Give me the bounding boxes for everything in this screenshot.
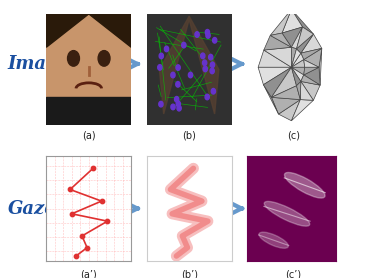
Polygon shape bbox=[301, 75, 320, 85]
Circle shape bbox=[164, 46, 169, 52]
Polygon shape bbox=[291, 47, 296, 67]
Polygon shape bbox=[291, 67, 304, 81]
Polygon shape bbox=[271, 67, 296, 97]
Ellipse shape bbox=[284, 172, 325, 198]
Circle shape bbox=[177, 105, 181, 111]
Polygon shape bbox=[296, 27, 313, 49]
Text: (b’): (b’) bbox=[181, 270, 198, 278]
Polygon shape bbox=[301, 48, 322, 59]
FancyArrowPatch shape bbox=[127, 203, 138, 214]
Circle shape bbox=[68, 51, 80, 66]
Point bbox=[98, 199, 105, 203]
Polygon shape bbox=[46, 97, 131, 125]
Point bbox=[84, 245, 90, 250]
Circle shape bbox=[213, 38, 217, 43]
FancyArrowPatch shape bbox=[127, 59, 138, 69]
Polygon shape bbox=[291, 59, 305, 67]
Text: (c’): (c’) bbox=[285, 270, 301, 278]
Polygon shape bbox=[291, 100, 313, 121]
Point bbox=[90, 166, 96, 171]
Polygon shape bbox=[301, 34, 322, 53]
Point bbox=[104, 219, 110, 224]
Polygon shape bbox=[301, 81, 320, 100]
Point bbox=[79, 234, 85, 238]
Polygon shape bbox=[279, 100, 300, 121]
Polygon shape bbox=[270, 9, 291, 35]
Polygon shape bbox=[282, 27, 303, 47]
Circle shape bbox=[171, 72, 175, 78]
FancyArrowPatch shape bbox=[232, 59, 242, 69]
Polygon shape bbox=[263, 85, 279, 114]
Polygon shape bbox=[291, 53, 304, 67]
Text: (c): (c) bbox=[287, 131, 300, 141]
Circle shape bbox=[176, 65, 180, 70]
Polygon shape bbox=[159, 16, 219, 114]
Circle shape bbox=[195, 32, 199, 37]
Polygon shape bbox=[270, 33, 291, 47]
Polygon shape bbox=[46, 14, 131, 47]
Polygon shape bbox=[291, 27, 303, 49]
Circle shape bbox=[205, 94, 209, 100]
Circle shape bbox=[159, 53, 163, 59]
Circle shape bbox=[208, 54, 213, 60]
Circle shape bbox=[206, 33, 210, 38]
Polygon shape bbox=[304, 48, 322, 67]
Polygon shape bbox=[291, 67, 301, 86]
Circle shape bbox=[210, 62, 215, 68]
Circle shape bbox=[174, 96, 179, 102]
Circle shape bbox=[211, 88, 215, 94]
Polygon shape bbox=[296, 34, 313, 53]
Circle shape bbox=[210, 68, 214, 74]
Polygon shape bbox=[291, 67, 305, 75]
Polygon shape bbox=[319, 48, 322, 85]
Circle shape bbox=[159, 101, 163, 107]
Circle shape bbox=[188, 72, 193, 78]
Text: (b): (b) bbox=[182, 131, 196, 141]
Point bbox=[67, 187, 73, 192]
Polygon shape bbox=[271, 97, 300, 114]
Polygon shape bbox=[271, 86, 300, 100]
Circle shape bbox=[201, 53, 205, 59]
FancyArrowPatch shape bbox=[232, 203, 242, 214]
Point bbox=[69, 212, 75, 216]
Text: Gaze: Gaze bbox=[8, 200, 56, 217]
Polygon shape bbox=[296, 81, 301, 100]
Circle shape bbox=[176, 81, 180, 87]
Circle shape bbox=[205, 29, 210, 35]
Circle shape bbox=[98, 51, 110, 66]
Polygon shape bbox=[300, 81, 313, 100]
Polygon shape bbox=[304, 67, 320, 85]
Ellipse shape bbox=[264, 202, 310, 226]
Polygon shape bbox=[304, 59, 319, 67]
Polygon shape bbox=[304, 67, 319, 75]
Polygon shape bbox=[264, 47, 291, 67]
Polygon shape bbox=[258, 50, 291, 67]
Circle shape bbox=[203, 66, 207, 72]
Polygon shape bbox=[282, 9, 303, 33]
Circle shape bbox=[182, 42, 186, 48]
Text: (a’): (a’) bbox=[80, 270, 97, 278]
Circle shape bbox=[176, 101, 180, 107]
Polygon shape bbox=[263, 67, 291, 97]
Ellipse shape bbox=[259, 232, 288, 248]
Circle shape bbox=[158, 64, 162, 70]
Point bbox=[73, 254, 79, 258]
Circle shape bbox=[171, 104, 175, 110]
Polygon shape bbox=[291, 49, 301, 67]
Polygon shape bbox=[291, 9, 313, 34]
Text: Image: Image bbox=[8, 55, 71, 73]
Polygon shape bbox=[258, 67, 291, 85]
Circle shape bbox=[203, 60, 207, 66]
Text: (a): (a) bbox=[82, 131, 96, 141]
Polygon shape bbox=[264, 35, 291, 50]
